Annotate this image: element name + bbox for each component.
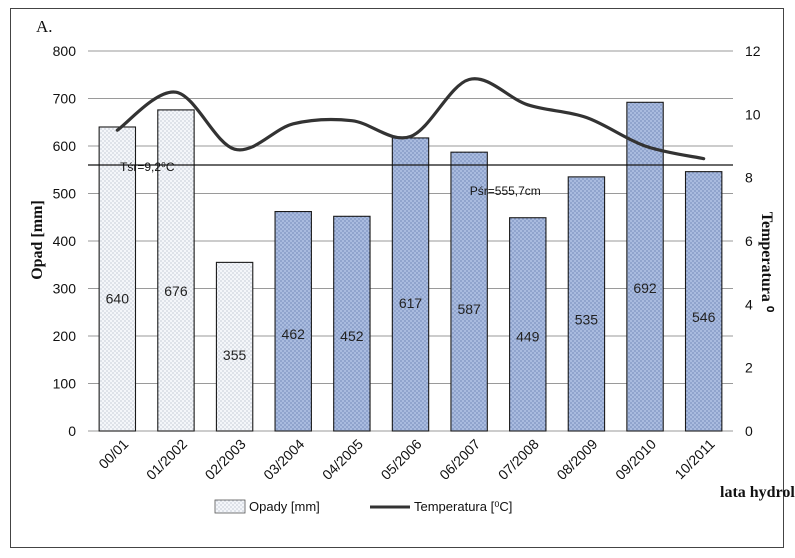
bar-value-label: 546: [692, 309, 716, 325]
temperature-series: [115, 77, 706, 161]
gridlines: [88, 50, 733, 432]
bar: [684, 171, 723, 432]
bar-value-label: 355: [223, 347, 247, 363]
y2-tick-label: 6: [745, 233, 753, 249]
bar-value-label: 676: [164, 283, 188, 299]
x-axis-ticks: 00/01 01/2002 02/2003 03/2004 04/2005 05/2006…: [95, 436, 718, 483]
x-tick-label: 09/2010: [612, 436, 659, 483]
y-tick-label: 700: [53, 91, 77, 107]
reference-label-precipitation: Pśr=555,7cm: [470, 184, 541, 198]
y2-axis-title: Temperatura ⁰: [758, 212, 775, 313]
bar-value-label: 640: [106, 290, 130, 306]
y-tick-label: 800: [53, 43, 77, 59]
legend-label-temperatura: Temperatura [⁰C]: [414, 499, 512, 514]
y2-axis-ticks: 0 2 4 6 8 10 12: [745, 43, 761, 439]
x-tick-label: 01/2002: [143, 436, 190, 483]
y-tick-label: 100: [53, 376, 77, 392]
bar: [215, 261, 254, 432]
y-axis-title: Opad [mm]: [29, 200, 46, 280]
bar: [274, 211, 312, 432]
x-tick-label: 08/2009: [553, 436, 600, 483]
y2-tick-label: 0: [745, 423, 753, 439]
x-tick-label: 05/2006: [378, 436, 425, 483]
x-tick-label: 04/2005: [319, 436, 366, 483]
bar-value-label: 449: [516, 328, 540, 344]
legend: Opady [mm] Temperatura [⁰C]: [214, 499, 512, 514]
bar: [509, 217, 547, 432]
x-tick-label: 02/2003: [202, 436, 249, 483]
y-tick-label: 300: [53, 281, 77, 297]
y2-tick-label: 10: [745, 106, 761, 122]
bar-value-label: 617: [399, 295, 423, 311]
bar-value-label: 692: [633, 280, 657, 296]
bar-value-labels: 640 676 355 462 452 617 587 449 535 692 546: [106, 280, 716, 363]
x-axis-title: lata hydrologiczne: [720, 484, 795, 501]
legend-swatch-opady: [214, 499, 246, 514]
y-tick-label: 600: [53, 138, 77, 154]
y2-tick-label: 12: [745, 43, 761, 59]
bar: [157, 109, 195, 432]
reference-label-temperature: Tśr=9,2⁰C: [120, 160, 175, 174]
x-tick-label: 00/01: [95, 436, 131, 472]
legend-label-opady: Opady [mm]: [249, 499, 320, 514]
bar-value-label: 587: [457, 301, 481, 317]
panel-label: A.: [36, 17, 53, 36]
bar: [98, 126, 137, 432]
bar: [333, 215, 371, 432]
y-tick-label: 500: [53, 186, 77, 202]
bar-value-label: 452: [340, 328, 364, 344]
bar: [450, 151, 488, 432]
x-tick-label: 07/2008: [495, 436, 542, 483]
y2-tick-label: 8: [745, 170, 753, 186]
x-tick-label: 06/2007: [436, 436, 483, 483]
bar-value-label: 535: [575, 311, 599, 327]
reference-line-group: Tśr=9,2⁰C Pśr=555,7cm: [88, 160, 733, 198]
bar-series: [98, 101, 723, 432]
temperature-line: [115, 77, 706, 161]
y-tick-label: 400: [53, 233, 77, 249]
y2-tick-label: 4: [745, 296, 753, 312]
bar: [391, 137, 430, 432]
y2-tick-label: 2: [745, 360, 753, 376]
bar-value-label: 462: [282, 326, 306, 342]
y-tick-label: 200: [53, 328, 77, 344]
x-tick-label: 10/2011: [671, 436, 718, 483]
bar: [626, 101, 664, 432]
bar: [567, 176, 606, 432]
y-axis-ticks: 0 100 200 300 400 500 600 700 800: [53, 43, 77, 439]
x-tick-label: 03/2004: [260, 436, 307, 483]
chart-frame: [10, 8, 784, 548]
y-tick-label: 0: [68, 423, 76, 439]
